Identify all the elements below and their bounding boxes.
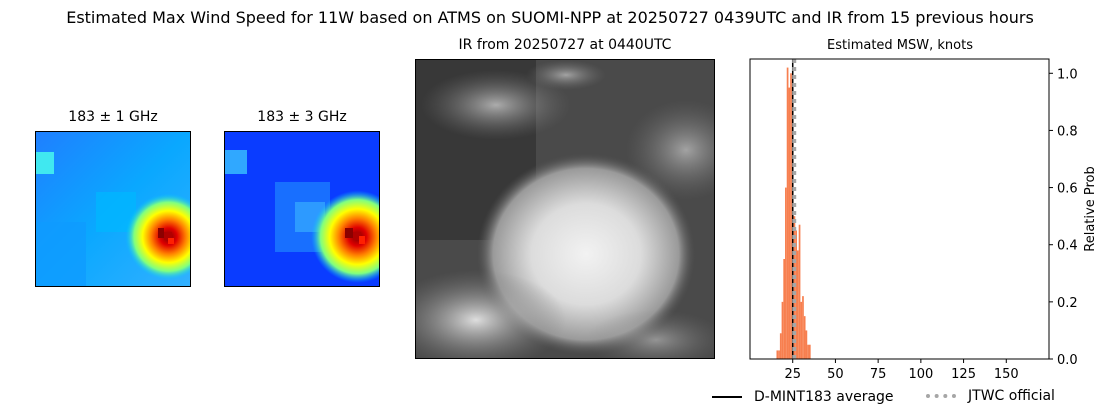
x-tick-label: 75 xyxy=(870,367,887,380)
histogram-bar xyxy=(808,344,811,359)
x-tick-label: 50 xyxy=(827,367,844,380)
y-tick-label: 0.2 xyxy=(1057,296,1078,311)
chart-title: Estimated MSW, knots xyxy=(827,38,973,53)
y-tick-label: 0.6 xyxy=(1057,182,1078,197)
histogram-bar xyxy=(798,224,801,359)
histogram-bar xyxy=(793,216,796,359)
histogram-chart: 25 50 75 100 125 150 0.0 0.2 0.4 0.6 0.8 1.0 Relativ… xyxy=(749,58,1098,380)
legend-label-average: D-MINT183 average xyxy=(754,389,894,405)
histogram-bar xyxy=(796,250,799,359)
legend-item-average: D-MINT183 average xyxy=(712,389,894,405)
histogram-bar xyxy=(803,316,806,359)
histogram-bar xyxy=(779,333,782,359)
histogram-bar xyxy=(788,87,791,360)
dotted-line-icon xyxy=(926,394,957,398)
histogram-bar xyxy=(785,187,787,359)
histogram-bar xyxy=(790,73,792,360)
mw3-image xyxy=(224,131,380,287)
histogram-bar xyxy=(776,350,779,359)
histogram-bar xyxy=(778,350,780,359)
x-tick-label: 25 xyxy=(784,367,801,380)
y-tick-label: 1.0 xyxy=(1057,67,1078,82)
y-tick-label: 0.8 xyxy=(1057,124,1078,139)
mw1-image xyxy=(35,131,191,287)
histogram-bar xyxy=(802,296,804,359)
mw3-title: 183 ± 3 GHz xyxy=(257,109,347,125)
y-tick-label: 0.4 xyxy=(1057,239,1078,254)
x-tick-label: 150 xyxy=(994,367,1019,380)
histogram-bar xyxy=(805,330,808,359)
solid-line-icon xyxy=(712,396,742,398)
histogram-bar xyxy=(786,67,789,360)
histogram-bar xyxy=(783,259,786,359)
ir-title: IR from 20250727 at 0440UTC xyxy=(458,37,672,53)
x-tick-label: 125 xyxy=(951,367,976,380)
legend-label-jtwc: JTWC official xyxy=(968,388,1055,404)
y-tick-label: 0.0 xyxy=(1057,353,1078,368)
legend-item-jtwc: JTWC official xyxy=(926,388,1055,404)
legend: D-MINT183 average JTWC official xyxy=(712,386,1055,405)
ir-image xyxy=(415,59,715,359)
axes-frame xyxy=(749,58,1050,360)
figure-title: Estimated Max Wind Speed for 11W based o… xyxy=(66,8,1034,27)
histogram-bar xyxy=(781,301,784,359)
x-tick-label: 100 xyxy=(908,367,933,380)
y-axis-label: Relative Prob xyxy=(1083,166,1098,251)
histogram-bar xyxy=(807,344,809,359)
histogram-bar xyxy=(800,301,803,359)
mw1-title: 183 ± 1 GHz xyxy=(68,109,158,125)
